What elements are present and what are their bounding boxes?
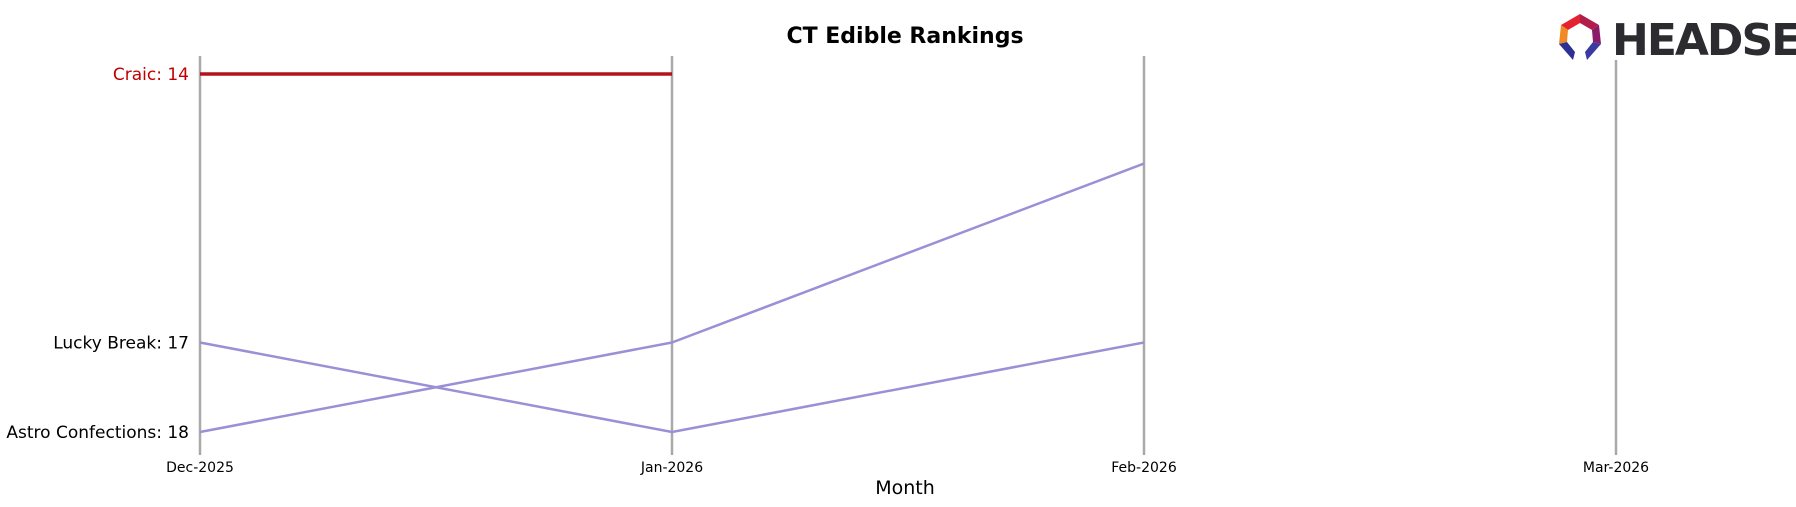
logo-wordmark: HEADSET — [1612, 15, 1796, 66]
logo-segment-top — [1580, 14, 1599, 30]
headset-logo: HEADSET — [1559, 14, 1796, 66]
series-lines — [199, 72, 1145, 434]
x-tick-dec-2025: Dec-2025 — [166, 460, 234, 476]
logo-segment-topright — [1592, 25, 1601, 44]
headset-hexagon-logo-icon — [1559, 14, 1601, 60]
month-gridlines — [198, 56, 1618, 455]
rank-label-lucky-break: Lucky Break: 17 — [53, 334, 189, 354]
logo-segment-bottomleft — [1559, 42, 1575, 60]
logo-segment-bottomright — [1585, 42, 1601, 60]
logo-segment-left — [1559, 25, 1568, 44]
logo-segment-topleft — [1561, 14, 1580, 30]
series-line-astro-confections — [199, 162, 1145, 434]
x-tick-mar-2026: Mar-2026 — [1583, 460, 1649, 476]
x-tick-feb-2026: Feb-2026 — [1111, 460, 1177, 476]
series-line-lucky-break — [199, 341, 1145, 434]
x-tick-labels: Dec-2025 Jan-2026 Feb-2026 Mar-2026 — [166, 460, 1649, 476]
rank-label-astro-confections: Astro Confections: 18 — [6, 423, 189, 443]
chart-title: CT Edible Rankings — [786, 24, 1023, 49]
x-tick-jan-2026: Jan-2026 — [640, 460, 703, 476]
rank-labels: Craic: 14 Lucky Break: 17 Astro Confection… — [6, 65, 189, 443]
rank-label-craic: Craic: 14 — [113, 65, 189, 85]
x-axis-label: Month — [875, 477, 935, 499]
